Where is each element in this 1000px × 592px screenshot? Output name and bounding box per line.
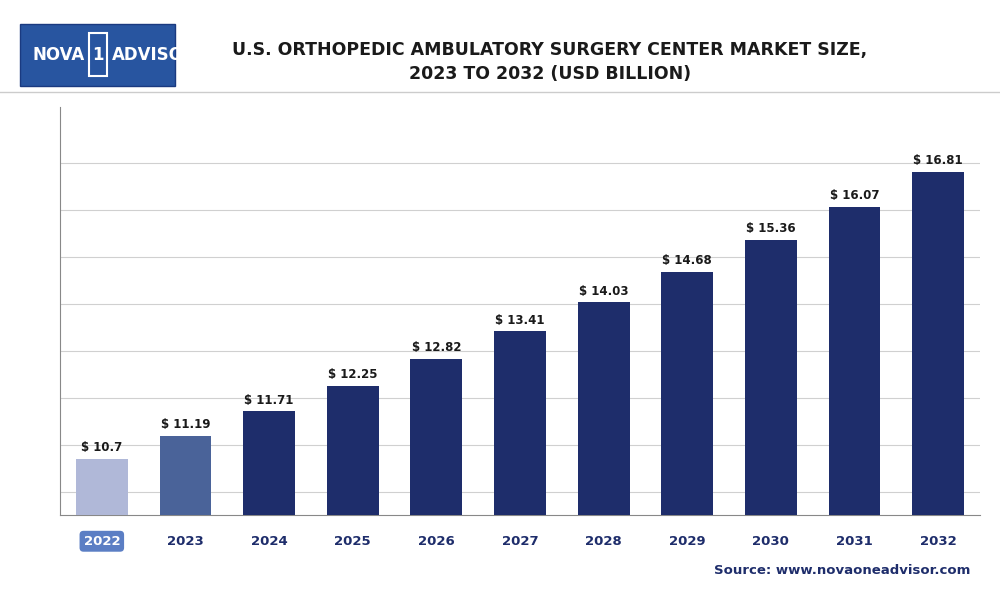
Bar — [912, 172, 964, 592]
Text: 2022: 2022 — [84, 535, 120, 548]
Bar — [661, 272, 713, 592]
Text: $ 16.07: $ 16.07 — [830, 189, 879, 202]
Text: $ 12.25: $ 12.25 — [328, 368, 377, 381]
Text: 2028: 2028 — [585, 535, 622, 548]
Text: NOVA: NOVA — [33, 46, 85, 64]
Text: $ 16.81: $ 16.81 — [913, 154, 963, 167]
Text: U.S. ORTHOPEDIC AMBULATORY SURGERY CENTER MARKET SIZE,: U.S. ORTHOPEDIC AMBULATORY SURGERY CENTE… — [232, 41, 868, 59]
Text: $ 11.19: $ 11.19 — [161, 418, 210, 431]
Text: 2029: 2029 — [669, 535, 706, 548]
Bar — [829, 207, 880, 592]
Text: $ 10.7: $ 10.7 — [81, 441, 122, 454]
Bar — [243, 411, 295, 592]
Text: $ 15.36: $ 15.36 — [746, 222, 796, 235]
Text: 2030: 2030 — [752, 535, 789, 548]
Bar — [76, 459, 128, 592]
Text: $ 14.03: $ 14.03 — [579, 285, 628, 298]
Bar — [745, 240, 797, 592]
Text: ADVISOR: ADVISOR — [112, 46, 197, 64]
Text: 2032: 2032 — [920, 535, 957, 548]
Bar — [160, 436, 211, 592]
Text: 2027: 2027 — [502, 535, 538, 548]
Text: $ 14.68: $ 14.68 — [662, 254, 712, 267]
Text: 2026: 2026 — [418, 535, 455, 548]
Text: 2023: 2023 — [167, 535, 204, 548]
Bar — [494, 332, 546, 592]
Text: 1: 1 — [92, 46, 104, 64]
Text: 2031: 2031 — [836, 535, 873, 548]
Bar — [327, 386, 379, 592]
Bar — [410, 359, 462, 592]
Text: $ 13.41: $ 13.41 — [495, 314, 545, 327]
Text: $ 12.82: $ 12.82 — [412, 342, 461, 355]
Text: 2025: 2025 — [334, 535, 371, 548]
Text: 2023 TO 2032 (USD BILLION): 2023 TO 2032 (USD BILLION) — [409, 65, 691, 83]
Text: Source: www.novaoneadvisor.com: Source: www.novaoneadvisor.com — [714, 564, 970, 577]
Text: $ 11.71: $ 11.71 — [244, 394, 294, 407]
Text: 2024: 2024 — [251, 535, 287, 548]
Bar — [578, 303, 630, 592]
